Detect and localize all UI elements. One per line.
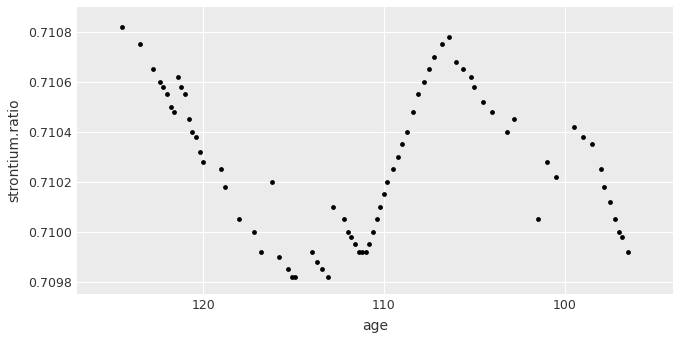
Point — [402, 129, 413, 135]
Point — [165, 104, 176, 109]
Point — [180, 92, 190, 97]
Point — [478, 99, 489, 105]
Point — [396, 142, 407, 147]
Point — [388, 167, 398, 172]
Point — [429, 54, 440, 60]
Point — [198, 159, 209, 165]
Point — [418, 79, 429, 85]
Y-axis label: strontium.ratio: strontium.ratio — [7, 99, 21, 202]
Point — [311, 259, 322, 265]
Point — [617, 234, 628, 239]
Point — [379, 192, 390, 197]
Point — [147, 67, 158, 72]
Point — [465, 74, 476, 80]
Point — [346, 234, 357, 239]
Point — [443, 34, 454, 40]
Point — [509, 117, 520, 122]
Point — [317, 267, 328, 272]
Point — [328, 204, 339, 209]
Point — [568, 124, 579, 130]
Point — [364, 241, 375, 247]
Point — [605, 199, 615, 205]
Point — [116, 24, 127, 30]
Point — [357, 249, 368, 255]
Point — [194, 149, 205, 155]
Point — [339, 217, 350, 222]
Point — [550, 174, 561, 180]
Point — [187, 129, 198, 135]
Point — [216, 167, 226, 172]
Point — [458, 67, 469, 72]
Point — [622, 249, 633, 255]
Point — [350, 241, 360, 247]
Point — [371, 217, 382, 222]
Point — [437, 42, 447, 47]
Point — [360, 249, 371, 255]
Point — [183, 117, 194, 122]
Point — [469, 84, 479, 90]
Point — [176, 84, 187, 90]
Point — [256, 249, 267, 255]
Point — [532, 217, 543, 222]
Point — [610, 217, 621, 222]
Point — [290, 274, 301, 279]
Point — [158, 84, 169, 90]
Point — [286, 274, 297, 279]
Point — [306, 249, 317, 255]
Point — [353, 249, 364, 255]
Point — [135, 42, 146, 47]
Point — [407, 109, 418, 115]
Point — [220, 184, 231, 189]
Point — [577, 134, 588, 140]
Point — [501, 129, 512, 135]
Point — [248, 229, 259, 235]
Point — [599, 184, 610, 189]
Point — [424, 67, 435, 72]
Point — [368, 229, 379, 235]
Point — [273, 254, 284, 259]
Point — [322, 274, 333, 279]
Point — [375, 204, 386, 209]
Point — [413, 92, 424, 97]
Point — [162, 92, 173, 97]
X-axis label: age: age — [362, 319, 388, 333]
Point — [267, 179, 277, 185]
Point — [487, 109, 498, 115]
Point — [173, 74, 184, 80]
Point — [586, 142, 597, 147]
Point — [541, 159, 552, 165]
Point — [342, 229, 353, 235]
Point — [283, 267, 294, 272]
Point — [382, 179, 393, 185]
Point — [595, 167, 606, 172]
Point — [234, 217, 245, 222]
Point — [154, 79, 165, 85]
Point — [613, 229, 624, 235]
Point — [169, 109, 180, 115]
Point — [190, 134, 201, 140]
Point — [393, 154, 404, 159]
Point — [451, 59, 462, 65]
